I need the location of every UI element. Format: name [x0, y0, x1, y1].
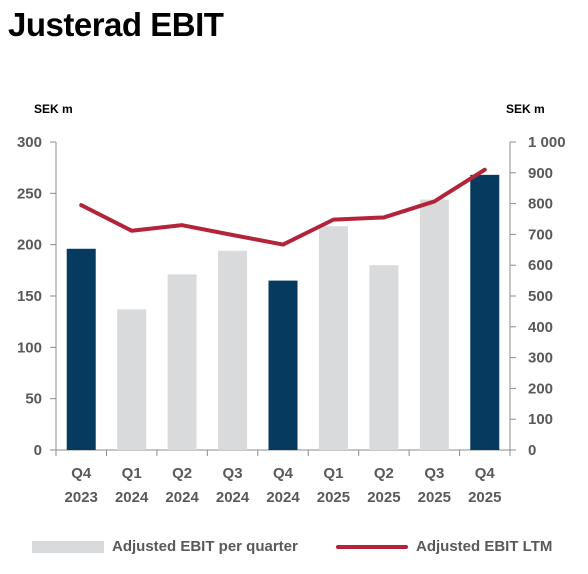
left-axis-tick-label: 0	[34, 442, 42, 459]
x-tick-label-year: 2025	[418, 489, 451, 506]
right-axis-tick-label: 500	[528, 288, 553, 305]
legend-item-line: Adjusted EBIT LTM	[336, 538, 552, 555]
left-axis-tick-label: 150	[17, 288, 42, 305]
left-axis-tick-label: 200	[17, 237, 42, 254]
right-axis-tick-label: 1 000	[528, 134, 566, 151]
legend-label-line: Adjusted EBIT LTM	[416, 538, 553, 555]
left-axis-unit: SEK m	[34, 102, 73, 116]
legend-label-bars: Adjusted EBIT per quarter	[112, 538, 298, 555]
left-axis-tick-label: 100	[17, 339, 42, 356]
x-tick-label-quarter: Q2	[172, 465, 192, 482]
right-axis-tick-label: 900	[528, 165, 553, 182]
right-axis-tick-label: 300	[528, 350, 553, 367]
x-tick-label-quarter: Q3	[223, 465, 243, 482]
chart-title: Justerad EBIT	[8, 6, 224, 43]
x-tick-label-quarter: Q4	[273, 465, 294, 482]
x-tick-label-year: 2024	[216, 489, 250, 506]
bar	[470, 174, 500, 450]
x-tick-label-quarter: Q1	[122, 465, 142, 482]
right-axis-tick-label: 400	[528, 319, 553, 336]
left-axis-tick-label: 50	[25, 391, 42, 408]
bar	[318, 226, 348, 450]
right-axis-tick-label: 600	[528, 257, 553, 274]
legend-swatch-bar	[32, 540, 104, 553]
x-tick-label-year: 2023	[65, 489, 98, 506]
legend: Adjusted EBIT per quarter Adjusted EBIT …	[0, 538, 588, 560]
x-tick-label-quarter: Q4	[71, 465, 92, 482]
ltm-line	[79, 167, 487, 247]
right-axis-unit: SEK m	[506, 102, 545, 116]
x-tick-label-year: 2025	[367, 489, 400, 506]
x-tick-label-quarter: Q3	[424, 465, 444, 482]
bar	[369, 265, 399, 450]
x-tick-label-year: 2024	[115, 489, 149, 506]
x-tick-label-year: 2025	[468, 489, 501, 506]
bar	[66, 248, 96, 450]
x-tick-label-quarter: Q4	[475, 465, 496, 482]
ebit-chart: 0 50 100 150 200 250 300 0 100 200 300 400 500 600 700…	[17, 134, 566, 506]
bar	[268, 280, 298, 450]
bar	[167, 274, 197, 450]
legend-item-bars: Adjusted EBIT per quarter	[32, 538, 298, 555]
right-axis-tick-label: 100	[528, 411, 553, 428]
bar	[218, 250, 248, 450]
x-tick-label-year: 2025	[317, 489, 350, 506]
bar	[117, 309, 147, 450]
x-tick-label-year: 2024	[266, 489, 300, 506]
left-axis-tick-label: 250	[17, 185, 42, 202]
x-tick-label-quarter: Q2	[374, 465, 394, 482]
right-axis-tick-label: 200	[528, 380, 553, 397]
left-axis-tick-label: 300	[17, 134, 42, 151]
bar	[419, 199, 449, 450]
legend-swatch-line	[336, 544, 408, 549]
right-axis-tick-label: 800	[528, 196, 553, 213]
x-tick-label-quarter: Q1	[323, 465, 343, 482]
right-axis-tick-label: 700	[528, 226, 553, 243]
x-tick-label-year: 2024	[165, 489, 199, 506]
right-axis-tick-label: 0	[528, 442, 536, 459]
